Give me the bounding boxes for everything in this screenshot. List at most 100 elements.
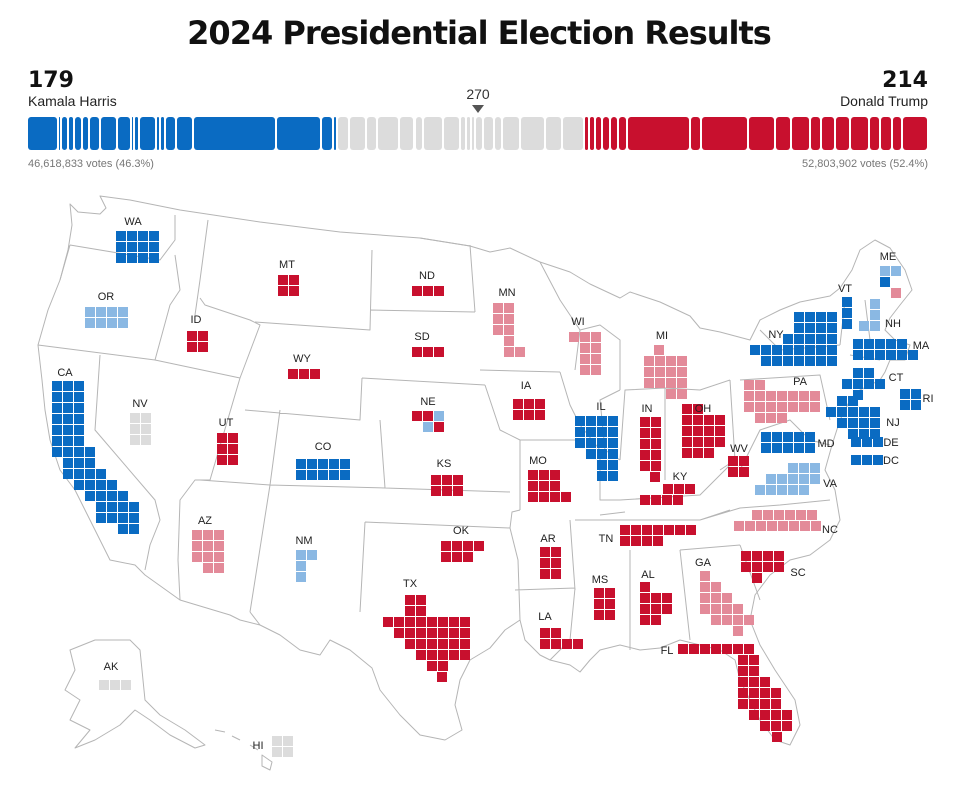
state-tiles-nj[interactable] — [826, 396, 880, 439]
state-tiles-ia[interactable] — [513, 399, 545, 420]
ev-tile — [870, 407, 880, 417]
state-tiles-or[interactable] — [85, 307, 128, 328]
state-tiles-mn[interactable] — [493, 303, 525, 357]
state-tiles-nc[interactable] — [734, 510, 821, 531]
state-tiles-ks[interactable] — [431, 475, 463, 496]
ev-tile — [289, 286, 299, 296]
ev-tile — [873, 455, 883, 465]
ev-tile — [605, 610, 615, 620]
ev-tile — [837, 407, 847, 417]
ev-tile — [655, 378, 665, 388]
hawaii-outline — [214, 729, 273, 771]
ev-tile — [130, 424, 140, 434]
ev-tile — [591, 365, 601, 375]
ev-tile — [640, 593, 650, 603]
ev-tile — [524, 399, 534, 409]
bar-segment-dem — [277, 117, 320, 150]
state-tiles-ar[interactable] — [540, 547, 561, 579]
state-tiles-oh[interactable] — [682, 404, 725, 458]
state-tiles-fl[interactable] — [678, 644, 792, 742]
state-tiles-ne[interactable] — [412, 411, 444, 432]
state-tiles-de[interactable] — [851, 437, 883, 447]
ev-tile — [427, 661, 437, 671]
ev-tile — [597, 438, 607, 448]
ev-tile — [442, 475, 452, 485]
state-tiles-mi[interactable] — [644, 345, 687, 399]
ev-tile — [198, 331, 208, 341]
state-tiles-al[interactable] — [640, 582, 672, 625]
state-tiles-mo[interactable] — [528, 470, 571, 502]
state-tiles-ak[interactable] — [99, 680, 131, 690]
state-tiles-nh[interactable] — [859, 299, 880, 331]
state-tiles-md[interactable] — [761, 432, 815, 453]
ev-tile — [911, 400, 921, 410]
ev-tile — [228, 444, 238, 454]
ev-tile — [738, 655, 748, 665]
state-tiles-ky[interactable] — [640, 484, 695, 505]
ev-tile — [711, 615, 721, 625]
ev-tile — [283, 736, 293, 746]
ev-tile — [608, 449, 618, 459]
ev-tile — [608, 460, 618, 470]
state-tiles-dc[interactable] — [851, 455, 883, 465]
ev-tile — [642, 536, 652, 546]
state-label-al: AL — [641, 569, 654, 581]
state-tiles-vt[interactable] — [842, 297, 852, 329]
state-tiles-me[interactable] — [880, 266, 901, 298]
ev-tile — [704, 415, 714, 425]
ev-tile — [749, 710, 759, 720]
ev-tile — [192, 530, 202, 540]
state-tiles-id[interactable] — [187, 331, 208, 352]
state-tiles-mt[interactable] — [278, 275, 299, 296]
state-tiles-ma[interactable] — [853, 339, 918, 360]
state-tiles-wa[interactable] — [116, 231, 159, 263]
ev-tile — [307, 470, 317, 480]
ev-tile — [427, 617, 437, 627]
bar-segment-dem — [89, 117, 99, 150]
state-tiles-wy[interactable] — [288, 369, 320, 379]
ev-tile — [63, 392, 73, 402]
ev-tile — [772, 356, 782, 366]
electoral-vote-bar — [28, 117, 927, 150]
state-tiles-nd[interactable] — [412, 286, 444, 296]
ev-tile — [788, 402, 798, 412]
bar-segment-dem — [160, 117, 164, 150]
ev-tile — [837, 418, 847, 428]
state-tiles-ca[interactable] — [52, 381, 139, 534]
state-tiles-wv[interactable] — [728, 456, 749, 477]
ev-tile — [864, 379, 874, 389]
state-tiles-sc[interactable] — [741, 551, 784, 583]
ev-tile — [74, 403, 84, 413]
state-tiles-sd[interactable] — [412, 347, 444, 357]
state-tiles-co[interactable] — [296, 459, 350, 480]
state-tiles-la[interactable] — [540, 628, 583, 649]
ev-tile — [591, 354, 601, 364]
state-tiles-nv[interactable] — [130, 413, 151, 445]
state-tiles-ri[interactable] — [900, 389, 921, 410]
state-tiles-il[interactable] — [575, 416, 618, 481]
state-tiles-in[interactable] — [640, 417, 661, 482]
state-tiles-ms[interactable] — [594, 588, 615, 620]
state-label-ut: UT — [219, 417, 234, 429]
ev-tile — [149, 242, 159, 252]
state-tiles-nm[interactable] — [296, 550, 317, 582]
state-tiles-tn[interactable] — [620, 525, 696, 546]
state-tiles-ok[interactable] — [441, 541, 484, 562]
state-label-pa: PA — [793, 376, 808, 388]
state-tiles-hi[interactable] — [272, 736, 293, 757]
state-label-oh: OH — [695, 403, 712, 415]
state-tiles-ga[interactable] — [700, 571, 754, 636]
ev-tile — [704, 426, 714, 436]
bar-segment-dem — [177, 117, 193, 150]
bar-segment-dem — [62, 117, 67, 150]
state-tiles-pa[interactable] — [744, 380, 820, 423]
state-tiles-az[interactable] — [192, 530, 224, 573]
state-tiles-wi[interactable] — [569, 332, 601, 375]
state-tiles-ut[interactable] — [217, 433, 238, 465]
state-tiles-va[interactable] — [755, 463, 820, 495]
state-tiles-ny[interactable] — [750, 312, 837, 366]
ev-tile — [682, 415, 692, 425]
ev-tile — [799, 391, 809, 401]
state-tiles-ct[interactable] — [842, 368, 885, 400]
state-tiles-tx[interactable] — [383, 595, 470, 682]
